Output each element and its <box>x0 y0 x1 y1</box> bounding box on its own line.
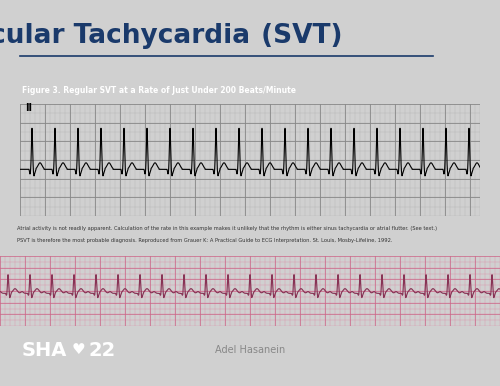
Text: ♥: ♥ <box>72 342 86 357</box>
Text: Atrial activity is not readily apparent. Calculation of the rate in this example: Atrial activity is not readily apparent.… <box>17 226 437 231</box>
Text: PSVT is therefore the most probable diagnosis. Reproduced from Grauer K: A Pract: PSVT is therefore the most probable diag… <box>17 238 392 243</box>
Text: Supraventricular Tachycardia: Supraventricular Tachycardia <box>0 23 250 49</box>
Text: Figure 3. Regular SVT at a Rate of Just Under 200 Beats/Minute: Figure 3. Regular SVT at a Rate of Just … <box>22 86 295 95</box>
Text: SHA: SHA <box>22 340 68 359</box>
Text: Adel Hasanein: Adel Hasanein <box>215 345 285 355</box>
Text: II: II <box>25 103 32 113</box>
Text: 22: 22 <box>88 340 115 359</box>
Text: (SVT): (SVT) <box>252 23 342 49</box>
